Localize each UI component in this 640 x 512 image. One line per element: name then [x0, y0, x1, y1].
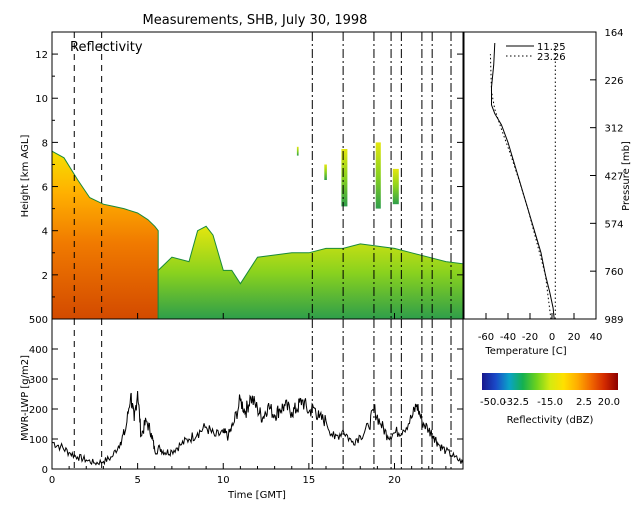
- pressure-tick-label-3: 427: [604, 172, 623, 183]
- pressure-tick-label-4: 574: [604, 219, 623, 230]
- pressure-ticks: 164 226 312 427 574 760 989: [590, 28, 624, 326]
- temperature-x-axis-label: Temperature [C]: [484, 346, 566, 357]
- colorbar-tick-label-1: -32.5: [503, 397, 529, 408]
- echo-region-1: [51, 150, 159, 320]
- time-x-axis-label: Time [GMT]: [227, 490, 286, 501]
- temperature-frame: [463, 31, 597, 320]
- lwp-y-ticks: 0 100 200 300 400 500: [29, 315, 463, 476]
- refl-ytick-label-1: 4: [42, 227, 48, 238]
- refl-ytick-label-3: 8: [42, 138, 48, 149]
- pressure-y-axis-label: Pressure [mb]: [621, 141, 632, 211]
- figure-title: Measurements, SHB, July 30, 1998: [143, 13, 368, 28]
- time-xtick-label-0: 0: [49, 475, 55, 486]
- pressure-tick-label-5: 760: [604, 267, 623, 278]
- temp-xtick-label-2: -20: [522, 332, 538, 343]
- refl-ytick-label-4: 10: [35, 94, 48, 105]
- colorbar-tick-label-4: 20.0: [598, 397, 620, 408]
- echo-cell-3: [392, 168, 399, 205]
- colorbar-tick-label-3: 2.5: [576, 397, 592, 408]
- lwp-ytick-label-1: 100: [29, 435, 48, 446]
- lwp-y-axis-label: MWR-LWP [g/m2]: [20, 355, 31, 441]
- lwp-ytick-label-2: 200: [29, 405, 48, 416]
- echo-region-2: [157, 225, 464, 320]
- temp-xtick-label-0: -60: [478, 332, 494, 343]
- lwp-ytick-label-5: 500: [29, 315, 48, 326]
- refl-ytick-label-2: 6: [42, 183, 48, 194]
- reflectivity-panel: 2 4 6 8 10 12 Reflectivity Height [km AGL]: [20, 31, 464, 320]
- temp-xtick-label-1: -40: [500, 332, 516, 343]
- refl-ytick-label-5: 12: [35, 50, 48, 61]
- temperature-profile-panel: -60 -40 -20 0 20 40 164 226 312 427 574 760 989 11.…: [463, 28, 632, 357]
- echo-cell-1: [341, 149, 348, 207]
- lwp-series-line: [51, 390, 464, 466]
- refl-ytick-label-0: 2: [42, 271, 48, 282]
- reflectivity-echoes: [51, 142, 464, 320]
- echo-cell-5: [324, 164, 327, 180]
- echo-cell-4: [296, 146, 299, 156]
- temperature-profiles: [489, 42, 556, 320]
- time-xtick-label-3: 15: [303, 475, 316, 486]
- colorbar-tick-label-0: -50.0: [480, 397, 506, 408]
- colorbar: -50.0-32.5 -15.0 2.5 20.0 Reflectivity (dBZ…: [480, 373, 620, 426]
- legend-label-2: 23.26: [537, 52, 566, 63]
- pressure-tick-label-1: 226: [604, 76, 623, 87]
- temp-xtick-label-5: 40: [590, 332, 603, 343]
- time-xtick-label-4: 20: [388, 475, 401, 486]
- time-xtick-label-1: 5: [134, 475, 140, 486]
- reflectivity-vertical-markers: [73, 32, 452, 319]
- reflectivity-y-ticks: 2 4 6 8 10 12: [35, 31, 463, 298]
- reflectivity-panel-label: Reflectivity: [70, 40, 143, 55]
- lwp-x-ticks: 0 5 10 15 20: [49, 313, 447, 486]
- legend-label-1: 11.25: [537, 42, 566, 53]
- lwp-ytick-label-4: 400: [29, 345, 48, 356]
- lwp-ytick-label-3: 300: [29, 375, 48, 386]
- colorbar-label: Reflectivity (dBZ): [507, 415, 594, 426]
- temp-xtick-label-4: 20: [568, 332, 581, 343]
- reflectivity-y-axis-label: Height [km AGL]: [20, 135, 31, 218]
- lwp-panel: 0 100 200 300 400 500 0 5 10 15 20 MWR-LWP [g/m2]…: [20, 313, 464, 501]
- colorbar-tick-label-2: -15.0: [537, 397, 563, 408]
- time-xtick-label-2: 10: [217, 475, 230, 486]
- temperature-x-ticks: -60 -40 -20 0 20 40: [478, 313, 603, 343]
- pressure-tick-label-0: 164: [604, 28, 623, 39]
- pressure-tick-label-6: 989: [604, 315, 623, 326]
- colorbar-gradient: [482, 373, 618, 390]
- temp-xtick-label-3: 0: [549, 332, 555, 343]
- pressure-tick-label-2: 312: [604, 124, 623, 135]
- colorbar-ticks: -50.0-32.5 -15.0 2.5 20.0: [480, 397, 620, 408]
- temperature-profile-3: [489, 54, 552, 320]
- echo-cell-2: [375, 142, 381, 209]
- temperature-profile-1: [491, 42, 555, 320]
- lwp-ytick-label-0: 0: [42, 465, 48, 476]
- lwp-vertical-markers: [73, 319, 452, 469]
